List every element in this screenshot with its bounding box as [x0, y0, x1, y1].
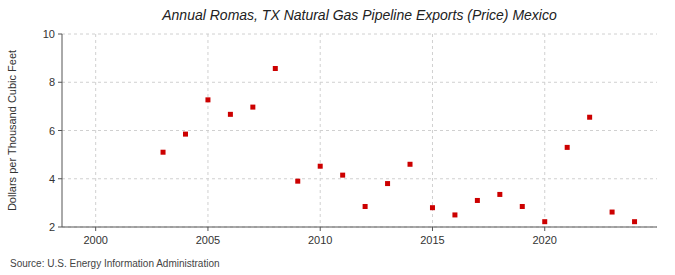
scatter-point	[430, 205, 435, 210]
x-tick	[95, 227, 96, 231]
y-grid-line	[62, 34, 657, 35]
y-tick	[58, 82, 62, 83]
scatter-point	[228, 112, 233, 117]
y-tick-label: 10	[43, 28, 55, 40]
points	[161, 66, 638, 224]
x-grid-line	[95, 34, 96, 227]
y-tick	[58, 34, 62, 35]
x-axis-line	[62, 227, 657, 228]
x-tick	[432, 227, 433, 231]
scatter-point	[587, 115, 592, 120]
scatter-point	[520, 204, 525, 209]
y-grid-line	[62, 178, 657, 179]
y-tick-label: 4	[49, 173, 55, 185]
title: Annual Romas, TX Natural Gas Pipeline Ex…	[161, 7, 557, 23]
y-tick	[58, 178, 62, 179]
x-tick	[320, 227, 321, 231]
scatter-point	[363, 204, 368, 209]
scatter-point	[632, 219, 637, 224]
source-note: Source: U.S. Energy Information Administ…	[10, 258, 220, 269]
y-axis-line	[62, 34, 63, 227]
y-tick	[58, 227, 62, 228]
y-tick	[58, 130, 62, 131]
scatter-point	[161, 150, 166, 155]
scatter-point	[340, 173, 345, 178]
y-tick-label: 8	[49, 76, 55, 88]
y-tick-label: 6	[49, 125, 55, 137]
scatter-point	[385, 181, 390, 186]
x-tick-label: 2000	[83, 234, 107, 246]
x-grid-line	[320, 34, 321, 227]
y-grid-line	[62, 130, 657, 131]
scatter-point	[452, 212, 457, 217]
grid	[62, 34, 657, 227]
x-tick	[544, 227, 545, 231]
scatter-point	[542, 219, 547, 224]
scatter-point	[610, 210, 615, 215]
x-grid-line	[207, 34, 208, 227]
scatter-point	[295, 179, 300, 184]
chart-container: 2 4 6 8 10 2000 2005 2010 2015 2020 Annual Romas, …	[0, 0, 675, 275]
x-grid-line	[544, 34, 545, 227]
x-tick	[207, 227, 208, 231]
scatter-point	[273, 66, 278, 71]
scatter-point	[250, 105, 255, 110]
scatter-point	[565, 145, 570, 150]
x-tick-label: 2020	[532, 234, 556, 246]
scatter-point	[497, 192, 502, 197]
y-tick-label: 2	[49, 221, 55, 233]
x-tick-label: 2005	[196, 234, 220, 246]
scatter-point	[475, 198, 480, 203]
y-grid-line	[62, 82, 657, 83]
x-tick-label: 2015	[420, 234, 444, 246]
scatter-point	[183, 132, 188, 137]
scatter-point	[318, 164, 323, 169]
x-grid-line	[432, 34, 433, 227]
axes: 2 4 6 8 10 2000 2005 2010 2015 2020	[43, 28, 657, 246]
scatter-point	[205, 97, 210, 102]
chart-svg: 2 4 6 8 10 2000 2005 2010 2015 2020 Annual Romas, …	[0, 0, 675, 275]
y-axis-label: Dollars per Thousand Cubic Feet	[6, 50, 18, 211]
scatter-point	[408, 162, 413, 167]
x-tick-label: 2010	[308, 234, 332, 246]
y-grid-line	[62, 227, 657, 228]
